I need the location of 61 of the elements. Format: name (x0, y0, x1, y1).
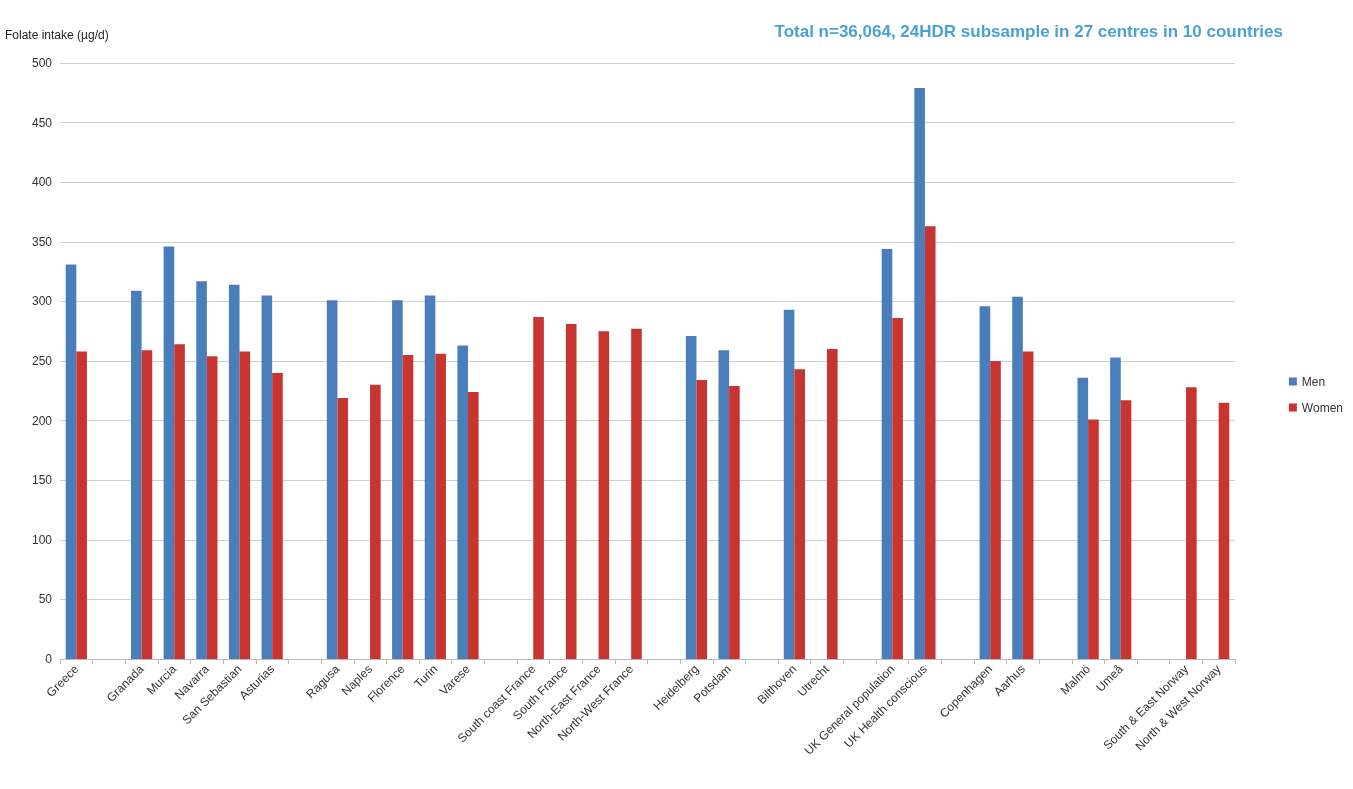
bar (1218, 402, 1230, 659)
y-tick-label: 450 (31, 115, 53, 130)
legend-label: Men (1301, 374, 1326, 389)
bar (924, 226, 936, 659)
y-axis-title: Folate intake (µg/d) (5, 28, 109, 42)
bar (467, 391, 479, 659)
bar (533, 316, 544, 659)
chart-title: Total n=36,064, 24HDR subsample in 27 centres in 10 countries (774, 22, 1283, 41)
bar (914, 88, 925, 659)
bar (65, 264, 77, 659)
bar (565, 324, 577, 659)
bar (827, 349, 838, 659)
bar (402, 355, 414, 659)
y-tick-label: 0 (45, 652, 53, 666)
bar (729, 386, 740, 659)
bar (783, 309, 795, 659)
bar (1022, 351, 1034, 659)
legend-label: Women (1301, 400, 1344, 415)
bar (141, 350, 153, 659)
bar (435, 353, 446, 659)
bar (272, 372, 283, 659)
bar (1012, 296, 1023, 659)
bar (990, 361, 1001, 659)
y-tick-label: 150 (31, 473, 53, 488)
bar (174, 344, 185, 659)
y-tick-label: 500 (31, 56, 53, 70)
bar (76, 351, 87, 659)
bar (1088, 419, 1099, 659)
bar (1186, 387, 1197, 659)
bar (794, 369, 805, 659)
bar (228, 284, 240, 659)
bar (196, 281, 207, 659)
y-tick-label: 200 (31, 413, 53, 428)
bar (685, 335, 697, 659)
y-tick-label: 350 (31, 234, 53, 249)
bar (392, 300, 403, 659)
bar (239, 351, 251, 659)
bar (696, 380, 708, 659)
bar (337, 397, 349, 659)
bar (979, 306, 991, 659)
bar (892, 318, 903, 659)
y-tick-label: 400 (31, 175, 53, 190)
bar (261, 295, 273, 659)
bar (718, 350, 730, 659)
bar (598, 331, 610, 659)
bar (326, 300, 338, 659)
bar (631, 328, 642, 659)
y-tick-label: 300 (31, 294, 53, 309)
bar (424, 295, 436, 659)
y-tick-label: 100 (31, 532, 53, 547)
bar (206, 356, 218, 659)
bar (163, 246, 175, 659)
bar (1120, 400, 1132, 659)
bar (130, 290, 142, 659)
bar (1110, 357, 1121, 659)
bar (370, 384, 381, 659)
y-tick-label: 250 (31, 354, 53, 368)
bar (881, 248, 893, 659)
bar (457, 345, 468, 659)
bar (1077, 377, 1089, 659)
y-tick-label: 50 (38, 592, 53, 607)
